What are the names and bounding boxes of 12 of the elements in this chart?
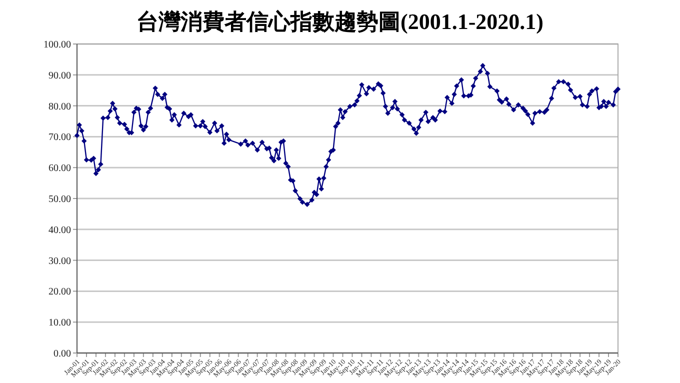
y-tick-label: 70.00 [48, 132, 71, 144]
y-tick-label: 100.00 [44, 40, 71, 50]
y-tick-label: 60.00 [48, 163, 71, 174]
y-tick-label: 90.00 [48, 70, 71, 82]
y-tick-label: 80.00 [48, 101, 71, 112]
y-tick-label: 20.00 [48, 286, 71, 298]
y-tick-label: 40.00 [48, 224, 71, 236]
y-tick-label: 30.00 [48, 256, 71, 267]
chart-title: 台灣消費者信心指數趨勢圖(2001.1-2020.1) [136, 9, 544, 34]
y-tick-label: 10.00 [48, 318, 71, 329]
y-tick-label: 50.00 [48, 194, 71, 205]
y-tick-label: 0.00 [54, 348, 71, 360]
